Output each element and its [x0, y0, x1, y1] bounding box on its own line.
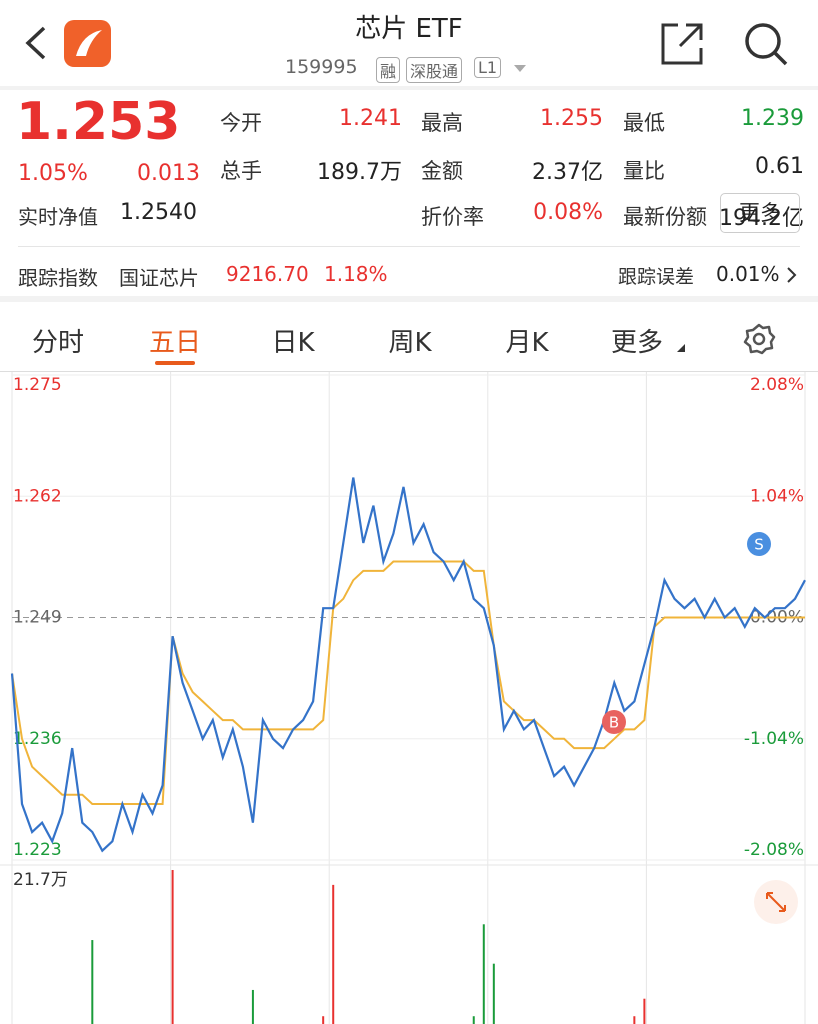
change-pct: 1.05%: [18, 161, 88, 186]
change: 0.013: [137, 161, 200, 186]
buy-label: B: [609, 714, 619, 732]
volume-bar: [332, 884, 335, 1024]
tag: 融: [376, 57, 401, 83]
tab[interactable]: 更多: [610, 328, 663, 358]
field-value: 0.08%: [533, 200, 603, 225]
chart: 1.2751.2621.2491.2361.2232.08%1.04%0.00%…: [0, 372, 818, 1024]
error-value[interactable]: 0.01%: [716, 262, 780, 286]
y-tick-label: 1.275: [13, 375, 62, 395]
field-label: 最低: [623, 111, 665, 135]
tab[interactable]: 分时: [31, 328, 84, 358]
back-button[interactable]: [22, 25, 52, 61]
tab[interactable]: 周K: [388, 328, 432, 358]
y-tick-label: 1.262: [13, 486, 62, 506]
divider: [0, 296, 818, 302]
sell-marker[interactable]: [747, 532, 771, 556]
y2-tick-label: -1.04%: [744, 729, 804, 749]
volume-bar: [633, 1016, 636, 1024]
tracking-label: 跟踪指数: [18, 266, 98, 290]
tab[interactable]: 五日: [148, 328, 201, 358]
volume-bar: [322, 1016, 325, 1024]
average-line: [11, 560, 805, 805]
search-button[interactable]: [742, 20, 790, 68]
volume-bar: [251, 989, 254, 1024]
volume-bar: [171, 870, 174, 1024]
field-label: 今开: [220, 111, 262, 135]
title: 芯片 ETF: [355, 14, 463, 44]
y-tick-label: 1.223: [13, 840, 62, 860]
divider: [0, 86, 818, 90]
field-label: 总手: [220, 159, 262, 183]
share-button[interactable]: [658, 20, 706, 68]
chevron: [787, 267, 797, 283]
field-value: 1.255: [540, 106, 603, 131]
volume-bar: [643, 998, 646, 1024]
volume-bar: [472, 1016, 475, 1024]
dropdown[interactable]: [512, 63, 528, 73]
volume-bar: [482, 924, 485, 1024]
field-value: 2.37亿: [532, 160, 603, 185]
field-label: 实时净值: [18, 205, 98, 229]
sell-label: S: [754, 536, 764, 554]
field-value: 189.7万: [317, 160, 402, 185]
y2-tick-label: -2.08%: [744, 840, 804, 860]
expand-icon: [766, 892, 786, 912]
app-logo: [64, 20, 111, 67]
field-value: 1.241: [339, 106, 402, 131]
code: 159995: [285, 56, 358, 78]
y2-tick-label: 2.08%: [750, 375, 804, 395]
field-label: 折价率: [421, 205, 484, 229]
index-pct: 1.18%: [324, 262, 388, 286]
y-tick-label: 1.249: [13, 608, 62, 628]
field-value: 1.239: [741, 106, 804, 131]
field-value: 194.2亿: [719, 206, 804, 231]
field-label: 最新份额: [623, 205, 707, 229]
buy-marker[interactable]: [602, 710, 626, 734]
field-label: 最高: [421, 111, 463, 135]
field-value: 1.2540: [120, 200, 197, 225]
error-label: 跟踪误差: [618, 266, 695, 288]
tab[interactable]: 日K: [271, 328, 315, 358]
index-value: 9216.70: [226, 262, 309, 286]
tag: 深股通: [406, 57, 463, 83]
divider: [0, 371, 818, 372]
volume-tick-label: 21.7万: [13, 870, 68, 890]
field-value: 0.61: [755, 154, 804, 179]
tab-indicator: [155, 361, 195, 365]
tab[interactable]: 月K: [505, 328, 549, 358]
field-label: 金额: [421, 159, 463, 183]
y-tick-label: 1.236: [13, 729, 62, 749]
divider: [18, 246, 800, 247]
tag: L1: [474, 57, 502, 78]
more-button[interactable]: 更多: [720, 193, 800, 233]
volume-bar: [492, 963, 495, 1024]
volume-bar: [91, 940, 94, 1024]
tracking-index: 国证芯片: [119, 266, 199, 290]
price-line: [10, 477, 806, 853]
settings-button[interactable]: [742, 322, 776, 356]
field-label: 量比: [623, 159, 665, 183]
dropdown: [677, 344, 685, 352]
y2-tick-label: 1.04%: [750, 486, 804, 506]
price: 1.253: [16, 92, 181, 152]
